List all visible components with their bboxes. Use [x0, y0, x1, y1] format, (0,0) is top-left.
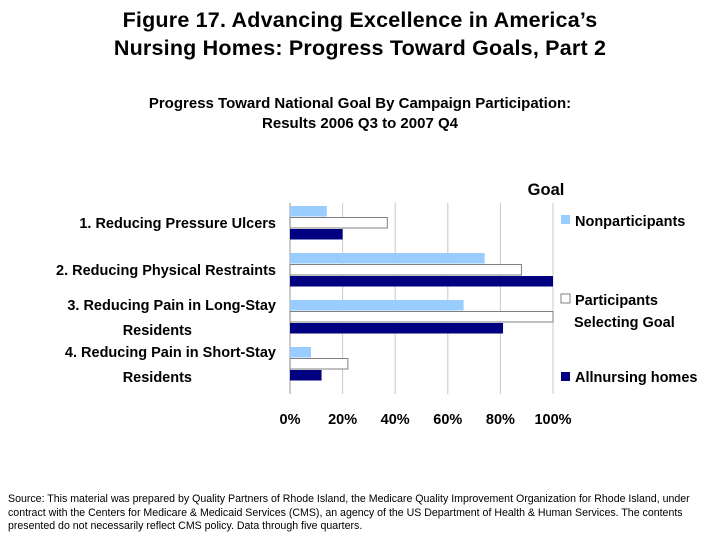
bar	[289, 217, 388, 229]
category-label: 4. Reducing Pain in Short-Stay	[65, 345, 276, 361]
bar	[290, 300, 464, 311]
chart-title-line-1: Progress Toward National Goal By Campaig…	[148, 95, 572, 112]
x-tick-label: 60%	[433, 412, 462, 428]
source-note: Source: This material was prepared by Qu…	[8, 493, 690, 532]
bar	[289, 358, 349, 370]
x-tick-label: 100%	[534, 412, 571, 428]
bar	[290, 323, 504, 334]
x-tick-label: 0%	[280, 412, 301, 428]
legend-swatch	[560, 293, 571, 304]
category-label: 3. Reducing Pain in Long-Stay	[67, 298, 276, 314]
legend-label: Nonparticipants	[575, 214, 685, 230]
figure-title-line-1: Figure 17. Advancing Excellence in Ameri…	[122, 8, 598, 32]
bar	[290, 276, 553, 287]
category-label: 1. Reducing Pressure Ulcers	[79, 216, 276, 232]
x-tick-label: 80%	[486, 412, 515, 428]
chart-title-line-2: Results 2006 Q3 to 2007 Q4	[262, 115, 458, 132]
bar	[290, 370, 322, 381]
goal-label: Goal	[528, 181, 565, 199]
bar	[290, 229, 343, 240]
legend-swatch	[561, 215, 570, 224]
category-label: Residents	[123, 370, 192, 386]
bar	[290, 253, 485, 264]
legend-label: Participants	[575, 293, 658, 309]
category-label: 2. Reducing Physical Restraints	[56, 263, 276, 279]
x-tick-label: 20%	[328, 412, 357, 428]
legend-label: Selecting Goal	[574, 315, 675, 331]
bar	[289, 311, 554, 323]
legend-label: Allnursing homes	[575, 370, 697, 386]
bar	[290, 347, 312, 358]
chart-title: Progress Toward National Goal By Campaig…	[0, 94, 720, 134]
figure-title-line-2: Nursing Homes: Progress Toward Goals, Pa…	[113, 36, 607, 60]
category-label: Residents	[123, 323, 192, 339]
x-tick-label: 40%	[381, 412, 410, 428]
bar	[290, 206, 327, 217]
figure-title: Figure 17. Advancing Excellence in Ameri…	[0, 6, 720, 62]
bar	[289, 264, 522, 276]
legend-swatch	[561, 372, 570, 381]
